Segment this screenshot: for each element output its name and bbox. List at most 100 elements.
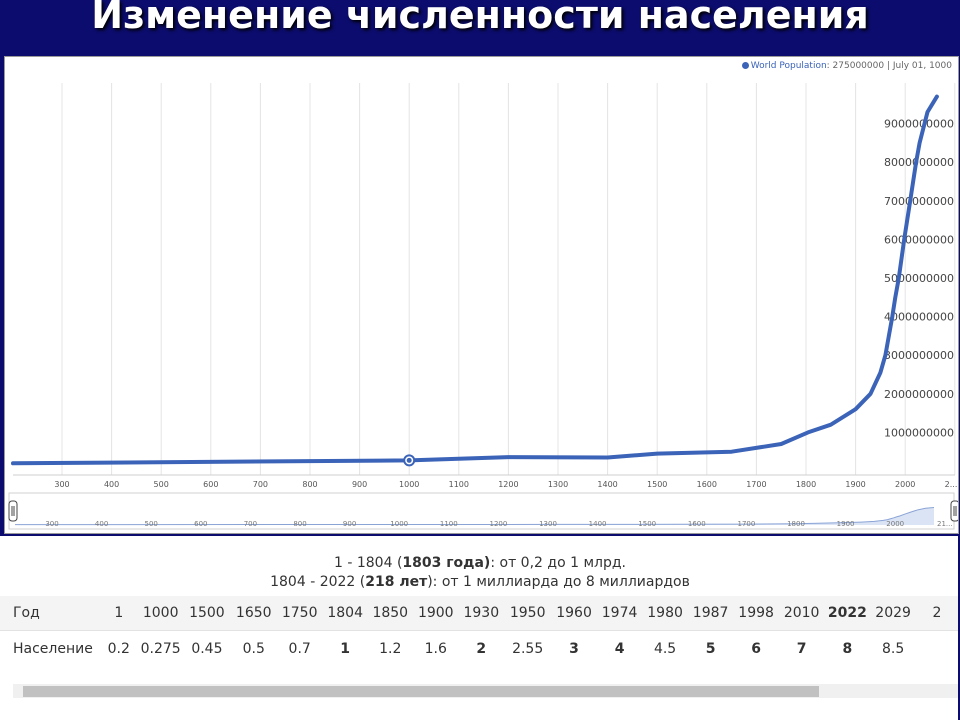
year-row-label: Год [0,596,100,631]
population-cell: 6 [733,630,779,667]
year-cell: 1850 [367,596,414,631]
population-cell: 0.2 [99,630,139,667]
year-cell: 1900 [413,596,459,631]
x-tick-label: 2000 [895,480,915,489]
x-tick-label: 1200 [498,480,518,489]
population-cell: 5 [687,630,734,667]
year-cell: 1998 [733,596,779,631]
x-tick-label: 2... [945,480,958,489]
legend-value: : 275000000 [826,61,885,71]
navigator-tick-label: 700 [244,520,257,528]
navigator-left-handle[interactable] [8,500,18,522]
population-cell: 2 [458,630,505,667]
population-cell: 0.45 [182,630,231,667]
year-row: Год 1 1000 1500 1650 1750 1804 1850 1900 1930 195… [0,596,958,631]
navigator-tick-label: 1000 [390,520,408,528]
y-tick-label: 6000000000 [884,233,954,246]
y-tick-label: 7000000000 [884,195,954,208]
year-cell: 2022 [824,596,871,631]
year-cell: 1 [99,596,139,631]
chart-svg: 300 400 500 600 700 800 900 1000 1100 1200 1300 140… [8,83,958,530]
info-line-2: 1804 - 2022 (218 лет): от 1 миллиарда до… [0,574,958,590]
year-cell: 1500 [182,596,231,631]
x-tick-label: 400 [104,480,119,489]
info2-post: ): от 1 миллиарда до 8 миллиардов [427,574,690,590]
year-cell: 2010 [778,596,825,631]
info1-post: : от 0,2 до 1 млрд. [490,555,626,571]
legend-dot-icon [741,62,749,69]
x-tick-label: 1700 [746,480,766,489]
x-tick-label: 900 [352,480,367,489]
x-tick-label: 1300 [548,480,568,489]
navigator-tick-label: 800 [293,520,306,528]
x-tick-label: 800 [302,480,317,489]
population-cell [915,630,958,667]
y-tick-label: 8000000000 [884,156,954,169]
navigator-tick-label: 500 [145,520,158,528]
x-tick-label: 1500 [647,480,667,489]
y-tick-label: 9000000000 [884,118,954,131]
info1-bold: 1803 года) [402,555,491,571]
legend-date: | July 01, 1000 [886,61,952,71]
navigator-tick-label: 1700 [737,520,755,528]
population-cell: 1 [322,630,368,667]
year-cell: 1650 [230,596,277,631]
highlight-point-dot [406,457,412,463]
navigator-tick-label: 1900 [837,520,855,528]
info1-pre: 1 - 1804 ( [334,555,403,571]
year-cell: 1750 [276,596,323,631]
navigator-tick-label: 1600 [688,520,706,528]
population-row: Население 0.2 0.275 0.45 0.5 0.7 1 1.2 1.6 2 2.55… [0,630,958,667]
navigator-tick-label: 21... [937,520,953,528]
population-chart: 300 400 500 600 700 800 900 1000 1100 1200 1300 140… [4,56,959,534]
info-line-1: 1 - 1804 (1803 года): от 0,2 до 1 млрд. [0,555,958,571]
series-line-world-population [11,94,939,466]
x-tick-label: 1100 [449,480,469,489]
population-cell: 1.2 [367,630,414,667]
navigator-series-line [14,507,935,526]
year-cell: 1974 [596,596,643,631]
population-cell: 0.5 [230,630,277,667]
chart-legend: World Population: 275000000 | July 01, 1… [741,61,952,71]
year-cell: 2 [915,596,958,631]
population-cell: 4 [596,630,643,667]
x-tick-label: 1000 [399,480,419,489]
navigator-area [15,507,934,525]
navigator-tick-label: 900 [343,520,356,528]
population-row-label: Население [0,630,100,667]
population-cell: 1.6 [413,630,459,667]
x-tick-label: 1400 [597,480,617,489]
legend-series-name: World Population [750,61,827,71]
year-cell: 1000 [138,596,183,631]
navigator-tick-label: 1300 [539,520,557,528]
scrollbar-thumb[interactable] [23,686,819,697]
population-cell: 0.7 [276,630,323,667]
year-cell: 1960 [551,596,597,631]
year-cell: 1980 [642,596,688,631]
navigator-tick-label: 300 [45,520,58,528]
x-tick-label: 1900 [845,480,865,489]
navigator-tick-label: 600 [194,520,207,528]
population-cell: 8.5 [870,630,916,667]
population-cell: 3 [551,630,597,667]
navigator-tick-label: 1200 [489,520,507,528]
navigator-tick-label: 1800 [787,520,805,528]
y-tick-label: 4000000000 [884,311,954,324]
info2-bold: 218 лет [365,574,428,590]
navigator-tick-label: 400 [95,520,108,528]
population-table-panel: 1 - 1804 (1803 года): от 0,2 до 1 млрд. … [0,536,958,720]
population-cell: 4.5 [642,630,688,667]
x-tick-label: 600 [203,480,218,489]
navigator-tick-label: 2000 [886,520,904,528]
x-tick-label: 1600 [697,480,717,489]
x-tick-label: 500 [154,480,169,489]
year-cell: 1950 [504,596,552,631]
year-cell: 1930 [458,596,505,631]
x-tick-label: 300 [54,480,69,489]
info2-pre: 1804 - 2022 ( [270,574,366,590]
population-cell: 0.275 [138,630,183,667]
horizontal-scrollbar[interactable] [13,684,958,698]
population-table: Год 1 1000 1500 1650 1750 1804 1850 1900 1930 195… [0,596,958,667]
year-cell: 1987 [687,596,734,631]
x-tick-label: 1800 [796,480,816,489]
